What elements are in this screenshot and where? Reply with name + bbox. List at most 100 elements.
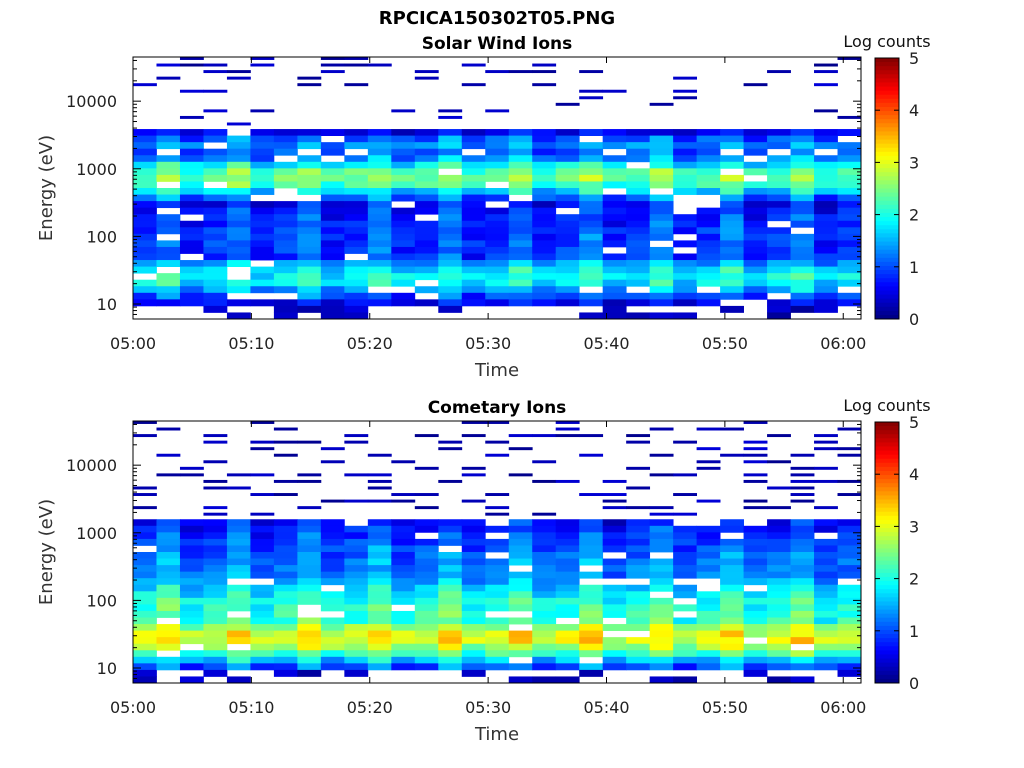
- heatmap-cell: [461, 266, 486, 274]
- heatmap-cell: [649, 260, 674, 267]
- heatmap-cell: [461, 273, 486, 281]
- heatmap-cell: [367, 591, 392, 599]
- heatmap-cell: [226, 299, 251, 307]
- heatmap-cell: [320, 207, 345, 215]
- heatmap-cell: [673, 227, 698, 235]
- heatmap-cell: [579, 299, 604, 307]
- heatmap-cell: [485, 155, 510, 163]
- heatmap-cell: [790, 650, 815, 658]
- colorbar-tick-label: 5: [909, 413, 919, 432]
- heatmap-cell: [579, 434, 604, 438]
- heatmap-cell: [438, 109, 463, 113]
- heatmap-cell: [438, 220, 463, 228]
- heatmap-cell: [649, 597, 674, 605]
- heatmap-cell: [297, 597, 322, 605]
- colorbar-swatch: [875, 422, 899, 427]
- heatmap-cell: [226, 663, 251, 671]
- heatmap-cell: [344, 181, 369, 189]
- heatmap-cell: [438, 266, 463, 274]
- heatmap-cell: [532, 552, 557, 559]
- heatmap-cell: [226, 486, 251, 490]
- heatmap-cell: [555, 260, 580, 267]
- heatmap-cell: [579, 584, 604, 592]
- heatmap-cell: [532, 253, 557, 261]
- heatmap-cell: [485, 571, 510, 579]
- heatmap-cell: [156, 637, 181, 645]
- heatmap-cell: [438, 207, 463, 215]
- heatmap-cell: [226, 135, 251, 143]
- heatmap-cell: [790, 493, 815, 496]
- heatmap-cell: [814, 519, 838, 527]
- heatmap-cell: [814, 597, 838, 605]
- colorbar-swatch: [875, 58, 899, 63]
- heatmap-cell: [767, 571, 791, 579]
- heatmap-cell: [391, 227, 416, 235]
- heatmap-cell: [814, 538, 838, 546]
- colorbar-tick-label: 4: [909, 465, 919, 484]
- heatmap-cell: [391, 188, 416, 195]
- heatmap-cell: [414, 161, 439, 169]
- heatmap-cell: [649, 558, 674, 566]
- heatmap-cell: [532, 610, 557, 618]
- heatmap-cell: [602, 279, 627, 287]
- heatmap-cell: [133, 597, 157, 605]
- heatmap-cell: [438, 148, 463, 156]
- heatmap-cell: [344, 565, 369, 573]
- heatmap-cell: [767, 591, 791, 599]
- heatmap-cell: [508, 253, 533, 261]
- heatmap-cell: [837, 188, 862, 195]
- heatmap-cell: [344, 617, 369, 625]
- heatmap-cell: [720, 584, 744, 592]
- heatmap-cell: [767, 70, 791, 74]
- heatmap-cell: [485, 142, 510, 150]
- heatmap-cell: [297, 155, 322, 163]
- heatmap-cell: [673, 273, 698, 281]
- heatmap-cell: [250, 168, 275, 176]
- heatmap-cell: [790, 519, 815, 527]
- colorbar-swatch: [875, 106, 899, 112]
- heatmap-cell: [414, 466, 439, 470]
- heatmap-cell: [602, 253, 627, 261]
- heatmap-cell: [555, 591, 580, 599]
- heatmap-cell: [579, 207, 604, 215]
- heatmap-cell: [179, 656, 204, 664]
- heatmap-cell: [743, 656, 768, 664]
- heatmap-cell: [626, 663, 651, 671]
- colorbar-swatch: [875, 568, 899, 574]
- colorbar-swatch: [875, 528, 899, 533]
- heatmap-cell: [673, 552, 698, 559]
- heatmap-cell: [203, 246, 228, 254]
- heatmap-cell: [203, 460, 228, 464]
- heatmap-cell: [391, 643, 416, 651]
- heatmap-cell: [414, 129, 439, 136]
- colorbar-swatch: [875, 94, 899, 100]
- x-tick-label: 05:30: [465, 334, 511, 353]
- heatmap-cell: [438, 240, 463, 248]
- heatmap-cell: [203, 630, 228, 638]
- heatmap-cell: [579, 545, 604, 553]
- heatmap-cell: [391, 630, 416, 638]
- heatmap-cell: [767, 305, 791, 313]
- heatmap-cell: [485, 161, 510, 169]
- heatmap-cell: [508, 630, 533, 638]
- heatmap-cell: [250, 643, 275, 651]
- heatmap-cell: [297, 266, 322, 274]
- heatmap-cell: [226, 558, 251, 566]
- heatmap-cell: [508, 584, 533, 592]
- colorbar-tick-label: 2: [909, 206, 919, 225]
- panel-title: Solar Wind Ions: [422, 34, 573, 54]
- colorbar-swatch: [875, 609, 899, 615]
- heatmap-cell: [461, 161, 486, 169]
- heatmap-cell: [790, 194, 815, 202]
- heatmap-cell: [508, 174, 533, 182]
- heatmap-cell: [743, 135, 768, 143]
- heatmap-cell: [320, 253, 345, 261]
- heatmap-cell: [837, 279, 862, 287]
- heatmap-cell: [391, 552, 416, 559]
- heatmap-cell: [485, 643, 510, 651]
- heatmap-cell: [720, 656, 744, 664]
- heatmap-cell: [344, 656, 369, 664]
- heatmap-cell: [156, 299, 181, 307]
- heatmap-cell: [532, 597, 557, 605]
- heatmap-cell: [485, 493, 510, 496]
